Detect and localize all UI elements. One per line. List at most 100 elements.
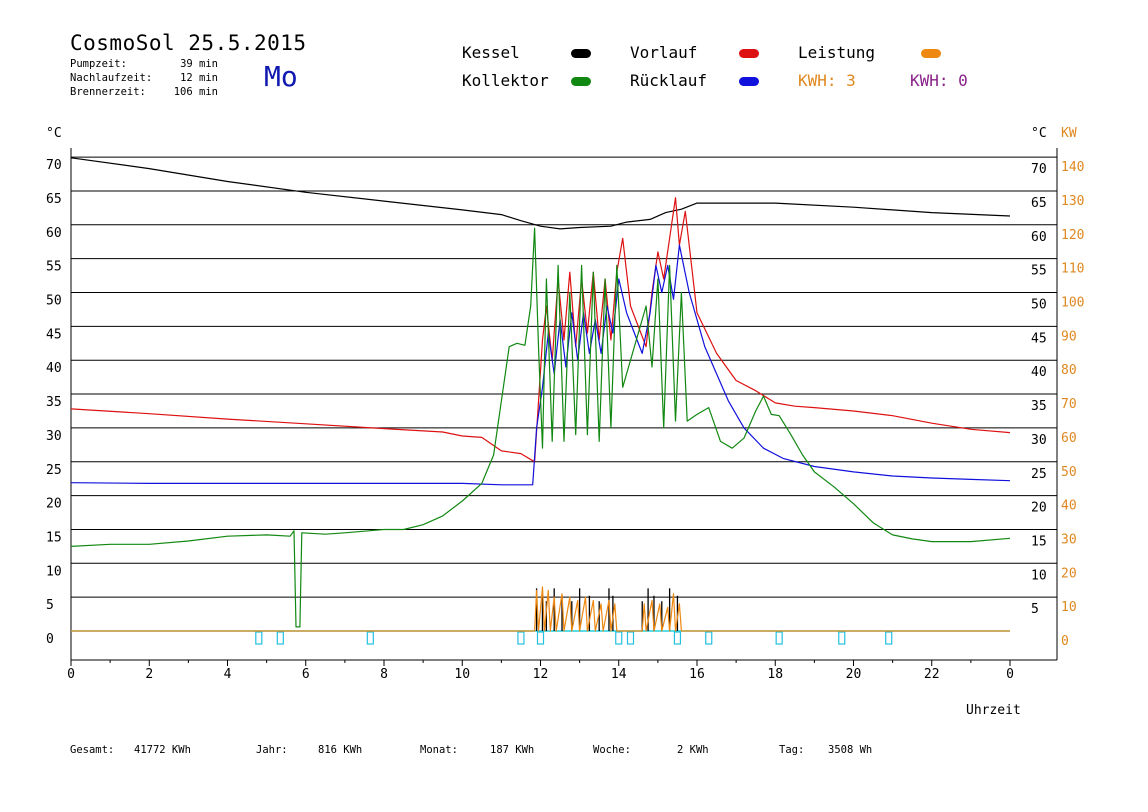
- x-tick-label-8: 16: [689, 667, 705, 682]
- y-kw-tick-label-80: 80: [1061, 363, 1077, 378]
- chart-title: CosmoSol 25.5.2015: [70, 31, 307, 55]
- y-left-unit-label: °C: [46, 126, 62, 141]
- x-tick-label-0: 0: [67, 667, 75, 682]
- footer-monat-label: Monat:: [420, 744, 458, 756]
- y-left-tick-label-25: 25: [46, 463, 62, 478]
- x-tick-label-3: 6: [302, 667, 310, 682]
- x-axis-label: Uhrzeit: [966, 703, 1021, 718]
- pump-marker-5: [615, 631, 623, 645]
- footer-tag-value: 3508 Wh: [828, 744, 873, 756]
- y-kw-tick-label-120: 120: [1061, 228, 1084, 243]
- legend-kessel-swatch: [571, 49, 591, 58]
- weekday-label: Mo: [264, 60, 298, 93]
- pump-marker-10: [838, 631, 846, 645]
- y-left-tick-label-65: 65: [46, 192, 62, 207]
- y-right-tick-label-5: 5: [1031, 602, 1039, 617]
- y-right-tick-label-10: 10: [1031, 568, 1047, 583]
- y-right-tick-label-30: 30: [1031, 433, 1047, 448]
- legend-leistung-label: Leistung: [798, 43, 876, 62]
- series-line-kollektor: [70, 227, 1011, 628]
- pump-marker-3: [517, 631, 525, 645]
- y-kw-tick-label-90: 90: [1061, 329, 1077, 344]
- legend-vorlauf-swatch: [739, 49, 759, 58]
- y-right-tick-label-65: 65: [1031, 196, 1047, 211]
- series-line-kessel: [70, 157, 1011, 230]
- y-left-tick-label-30: 30: [46, 429, 62, 444]
- footer-woche-value: 2 KWh: [677, 744, 709, 756]
- kwh-orange-label: KWH: 3: [798, 71, 856, 90]
- y-kw-tick-label-110: 110: [1061, 262, 1084, 277]
- y-left-tick-label-60: 60: [46, 226, 62, 241]
- y-left-tick-label-50: 50: [46, 294, 62, 309]
- stat-pumpzeit-label: Pumpzeit:: [70, 58, 127, 70]
- y-left-tick-label-40: 40: [46, 361, 62, 376]
- x-tick-label-12: 0: [1006, 667, 1014, 682]
- y-kw-tick-label-0: 0: [1061, 634, 1069, 649]
- x-tick-label-6: 12: [533, 667, 549, 682]
- x-tick-label-7: 14: [611, 667, 627, 682]
- pump-marker-11: [885, 631, 893, 645]
- y-right-tick-label-50: 50: [1031, 298, 1047, 313]
- stat-brennerzeit-label: Brennerzeit:: [70, 86, 146, 98]
- stat-nachlaufzeit-label: Nachlaufzeit:: [70, 72, 153, 84]
- stat-pumpzeit-value: 39 min: [180, 58, 218, 70]
- y-kw-tick-label-140: 140: [1061, 160, 1084, 175]
- legend-leistung-swatch: [921, 49, 941, 58]
- series-line-leistung: [71, 586, 1010, 632]
- y-right-tick-label-20: 20: [1031, 501, 1047, 516]
- pump-marker-1: [276, 631, 284, 645]
- x-tick-label-1: 2: [145, 667, 153, 682]
- y-left-tick-label-10: 10: [46, 564, 62, 579]
- y-right-tick-label-55: 55: [1031, 264, 1047, 279]
- y-left-tick-label-15: 15: [46, 530, 62, 545]
- legend-kessel-label: Kessel: [462, 43, 520, 62]
- footer-jahr-label: Jahr:: [256, 744, 288, 756]
- y-left-tick-label-0: 0: [46, 632, 54, 647]
- footer-monat-value: 187 KWh: [490, 744, 535, 756]
- series-line-vorlauf: [70, 197, 1011, 463]
- x-tick-label-10: 20: [846, 667, 862, 682]
- x-tick-label-9: 18: [767, 667, 783, 682]
- y-kw-tick-label-30: 30: [1061, 532, 1077, 547]
- pump-marker-0: [255, 631, 263, 645]
- x-tick-label-11: 22: [924, 667, 940, 682]
- x-tick-label-5: 10: [454, 667, 470, 682]
- pump-marker-7: [673, 631, 682, 645]
- y-kw-tick-label-40: 40: [1061, 499, 1077, 514]
- y-kw-unit-label: KW: [1061, 126, 1077, 141]
- y-right-tick-label-35: 35: [1031, 399, 1047, 414]
- y-left-tick-label-35: 35: [46, 395, 62, 410]
- pump-marker-2: [366, 631, 374, 645]
- y-right-unit-label: °C: [1031, 126, 1047, 141]
- y-kw-tick-label-60: 60: [1061, 431, 1077, 446]
- footer-woche-label: Woche:: [593, 744, 631, 756]
- legend-kollektor-label: Kollektor: [462, 71, 549, 90]
- y-kw-tick-label-10: 10: [1061, 600, 1077, 615]
- y-kw-tick-label-70: 70: [1061, 397, 1077, 412]
- legend-vorlauf-label: Vorlauf: [630, 43, 698, 62]
- legend-kollektor-swatch: [571, 77, 591, 86]
- legend-ruecklauf-swatch: [739, 77, 759, 86]
- stat-nachlaufzeit-value: 12 min: [180, 72, 218, 84]
- kwh-purple-label: KWH: 0: [910, 71, 968, 90]
- pump-marker-8: [705, 631, 713, 645]
- pump-marker-4: [536, 631, 545, 645]
- y-right-tick-label-15: 15: [1031, 534, 1047, 549]
- y-right-tick-label-40: 40: [1031, 365, 1047, 380]
- y-left-tick-label-20: 20: [46, 497, 62, 512]
- y-left-tick-label-55: 55: [46, 260, 62, 275]
- y-right-tick-label-60: 60: [1031, 230, 1047, 245]
- y-right-tick-label-45: 45: [1031, 331, 1047, 346]
- y-right-tick-label-25: 25: [1031, 467, 1047, 482]
- y-left-tick-label-70: 70: [46, 158, 62, 173]
- stat-brennerzeit-value: 106 min: [173, 86, 218, 98]
- x-tick-label-2: 4: [224, 667, 232, 682]
- y-kw-tick-label-20: 20: [1061, 566, 1077, 581]
- y-kw-tick-label-50: 50: [1061, 465, 1077, 480]
- footer-jahr-value: 816 KWh: [318, 744, 363, 756]
- y-right-tick-label-70: 70: [1031, 162, 1047, 177]
- footer-gesamt-value: 41772 KWh: [134, 744, 191, 756]
- footer-gesamt-label: Gesamt:: [70, 744, 115, 756]
- footer-tag-label: Tag:: [779, 744, 805, 756]
